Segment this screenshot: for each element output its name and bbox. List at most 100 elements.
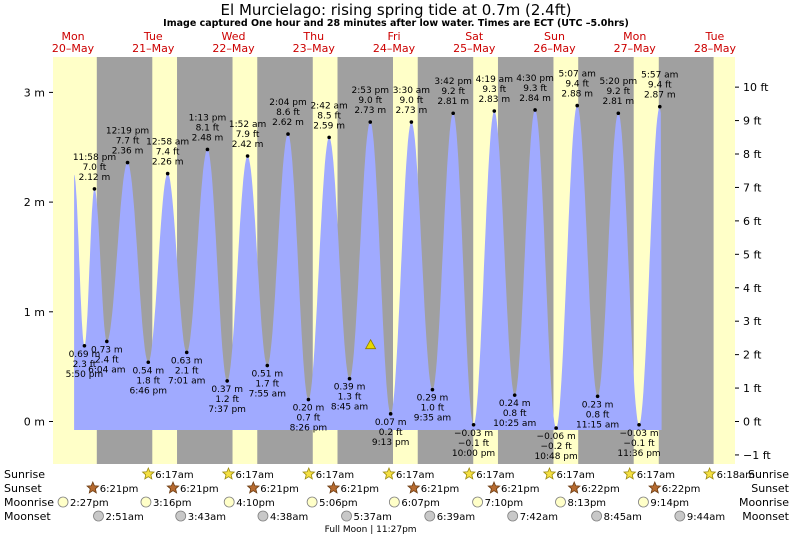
date-label: 22–May — [212, 42, 255, 55]
date-label: 24–May — [373, 42, 416, 55]
sunrise-row-label-right: Sunrise — [748, 468, 789, 481]
sunrise-icon — [623, 466, 637, 480]
sunrise-time: 6:17am — [236, 470, 274, 481]
extreme-time: 3:42 pm — [434, 77, 472, 87]
moonrise-row-label-right: Moonrise — [739, 496, 789, 509]
extreme-ft: 8.6 ft — [276, 108, 300, 118]
day-label: Thu — [302, 30, 324, 43]
extreme-time: 2:04 pm — [269, 98, 307, 108]
sunset-row-label: Sunset — [4, 482, 42, 495]
extreme-time: 12:58 am — [146, 138, 189, 148]
extreme-m: 0.07 m — [375, 418, 407, 428]
extreme-m: −0.03 m — [454, 429, 493, 439]
sunset-row-label-right: Sunset — [751, 482, 789, 495]
sunset-time: 6:22pm — [581, 484, 620, 495]
extreme-point — [286, 132, 290, 136]
sunset-time: 6:21pm — [421, 484, 460, 495]
extreme-point — [327, 135, 331, 140]
extreme-labels: 0.69 m2.3 ft5:50 pm 11:58 pm7.0 ft2.12 m 0… — [66, 70, 679, 463]
extreme-time: 5:50 pm — [66, 370, 104, 380]
extreme-ft: −0.1 ft — [458, 439, 490, 449]
y-tick-label-right: 6 ft — [743, 215, 762, 228]
moonset-time: 4:38am — [270, 512, 308, 523]
moonrise-icon — [306, 496, 318, 508]
extreme-ft: 8.5 ft — [317, 111, 341, 121]
sunset-icon — [86, 480, 100, 494]
extreme-ft: 0.2 ft — [379, 428, 403, 438]
extreme-time: 1:52 am — [229, 120, 266, 130]
extreme-m: 2.42 m — [232, 140, 264, 150]
y-tick-label-right: 0 ft — [743, 416, 762, 429]
sunrise-icon — [382, 466, 396, 480]
day-label: Mon — [61, 30, 84, 43]
extreme-m: 0.69 m — [69, 350, 101, 360]
extreme-ft: 9.4 ft — [648, 81, 672, 91]
moonrise-time: 6:07pm — [401, 498, 440, 509]
sunset-time: 6:21pm — [341, 484, 380, 495]
extreme-time: 2:53 pm — [351, 86, 389, 96]
y-tick-label-right: 3 ft — [743, 315, 762, 328]
moonrise-time: 5:06pm — [319, 498, 358, 509]
extreme-point — [265, 363, 270, 368]
extreme-ft: 1.0 ft — [421, 404, 445, 414]
extreme-m: 0.20 m — [293, 404, 325, 414]
extreme-point — [554, 426, 558, 430]
day-label: Sat — [465, 30, 484, 43]
extreme-time: 6:46 pm — [129, 386, 167, 396]
extreme-ft: −0.1 ft — [623, 439, 655, 449]
extreme-point — [306, 397, 311, 402]
moonset-time: 9:44am — [687, 512, 725, 523]
extreme-ft: 1.7 ft — [255, 380, 279, 390]
extreme-point — [205, 147, 210, 152]
extreme-ft: 9.2 ft — [441, 87, 465, 97]
extreme-point — [184, 350, 189, 355]
extreme-point — [575, 103, 580, 108]
sunrise-time: 6:17am — [637, 470, 675, 481]
extreme-point — [368, 120, 373, 124]
extreme-m: 2.62 m — [272, 118, 304, 128]
extreme-time: 6:04 am — [88, 365, 125, 375]
extreme-point — [388, 412, 393, 416]
extreme-m: 2.88 m — [561, 90, 593, 100]
tide-curve — [74, 105, 662, 431]
extreme-time: 9:13 pm — [372, 438, 410, 448]
sunset-time: 6:21pm — [260, 484, 299, 495]
sunrise-row-label: Sunrise — [4, 468, 45, 481]
extreme-point — [105, 339, 109, 344]
extreme-time: 10:48 pm — [535, 452, 578, 462]
y-tick-label-right: 2 ft — [743, 349, 762, 362]
extreme-m: 0.24 m — [499, 399, 531, 409]
extreme-point — [430, 387, 435, 392]
extreme-point — [471, 422, 476, 427]
extreme-ft: 0.8 ft — [586, 410, 610, 420]
extreme-m: 2.87 m — [644, 91, 676, 101]
extreme-point — [451, 111, 455, 116]
sunset-icon — [487, 480, 501, 494]
extreme-point — [82, 344, 87, 348]
sunset-icon — [567, 480, 581, 494]
extreme-ft: 1.3 ft — [338, 393, 362, 403]
moonset-time: 8:45am — [604, 512, 642, 523]
sunrise-icon — [221, 466, 236, 480]
moonrise-time: 9:14pm — [650, 498, 689, 509]
extreme-ft: 2.1 ft — [175, 366, 199, 376]
day-label: Wed — [222, 30, 246, 43]
date-label: 26–May — [533, 42, 576, 55]
moonset-time: 3:43am — [188, 512, 226, 523]
extreme-time: 11:58 pm — [73, 153, 116, 163]
extreme-point — [595, 394, 600, 399]
extreme-time: 11:15 am — [576, 420, 619, 430]
extreme-point — [409, 120, 414, 124]
extreme-point — [512, 393, 517, 397]
sunrise-icon — [462, 466, 476, 480]
date-label: 25–May — [453, 42, 496, 55]
moonset-time: 2:51am — [105, 512, 143, 523]
extreme-m: 0.39 m — [334, 383, 366, 393]
sunset-time: 6:22pm — [662, 484, 701, 495]
y-tick-label-left: 2 m — [24, 196, 45, 209]
extreme-time: 4:30 pm — [516, 74, 554, 84]
day-label: Tue — [705, 30, 725, 43]
moonrise-icon — [57, 496, 69, 508]
sunrise-time: 6:17am — [556, 470, 594, 481]
extreme-ft: 9.0 ft — [358, 96, 382, 106]
